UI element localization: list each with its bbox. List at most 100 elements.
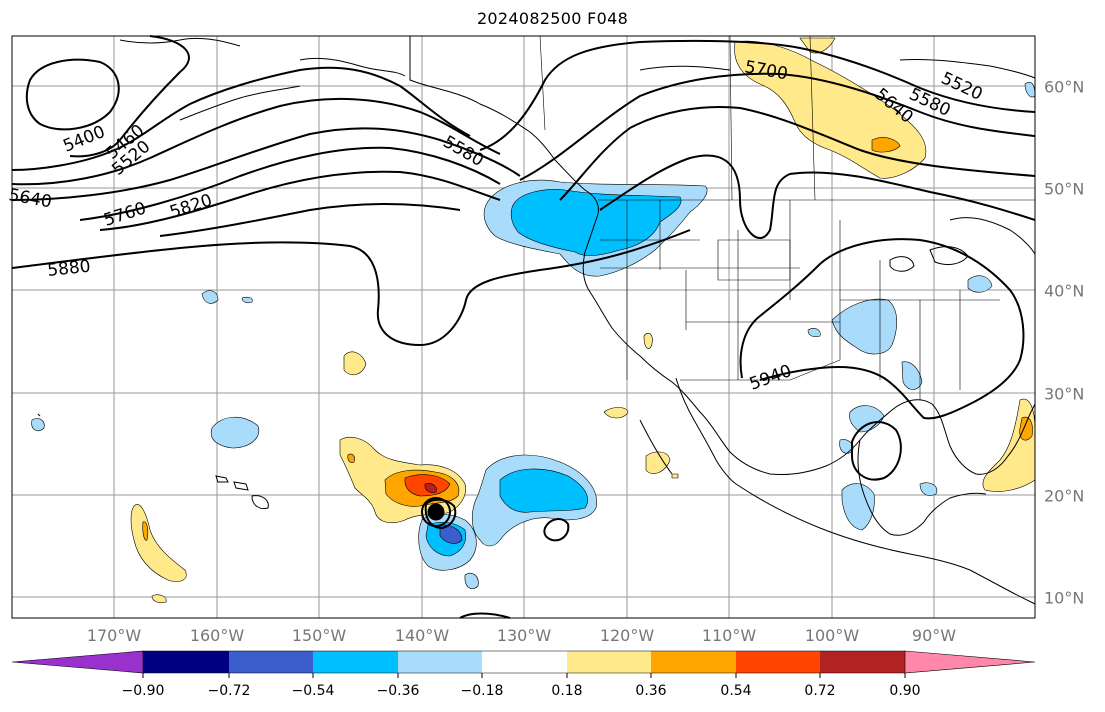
border-line xyxy=(729,35,733,201)
contour-gulf-low xyxy=(851,421,902,481)
lon-label: 110°W xyxy=(701,626,757,645)
contour-5700 xyxy=(79,146,501,221)
negative-anomaly-region xyxy=(510,189,682,256)
coastline xyxy=(299,57,406,77)
lat-label: 50°N xyxy=(1044,179,1085,199)
contour-ridge-2 xyxy=(519,72,1036,181)
negative-anomaly-region xyxy=(919,482,938,496)
coastline xyxy=(857,439,925,536)
contour-5880 xyxy=(11,229,691,347)
lon-label: 170°W xyxy=(86,626,142,645)
colorbar-bin xyxy=(567,651,651,673)
colorbar-tick-label: −0.72 xyxy=(207,683,251,699)
coastline xyxy=(119,37,241,47)
border-line xyxy=(717,239,791,281)
coastline xyxy=(215,475,229,483)
colorbar-bin xyxy=(313,651,398,673)
colorbar-tick-label: 0.18 xyxy=(551,683,583,699)
map-title: 2024082500 F048 xyxy=(476,9,629,28)
colorbar-tick-label: −0.18 xyxy=(460,683,504,699)
border-line xyxy=(740,359,841,381)
colorbar-tick-label: −0.36 xyxy=(376,683,420,699)
positive-anomaly-region xyxy=(343,351,367,376)
lat-label: 30°N xyxy=(1044,384,1085,404)
coastline xyxy=(251,495,269,509)
lon-label: 160°W xyxy=(189,626,245,645)
negative-anomaly-region xyxy=(210,416,260,449)
contour-5400 xyxy=(25,58,120,131)
colorbar-bin xyxy=(736,651,820,673)
positive-anomaly-region xyxy=(151,594,167,604)
negative-anomaly-region xyxy=(31,418,45,432)
lat-label: 20°N xyxy=(1044,486,1085,506)
contour-5460 xyxy=(69,35,190,158)
colorbar-extend-high xyxy=(904,650,1036,674)
colorbar-bin xyxy=(820,651,905,673)
colorbar-extend-low xyxy=(11,650,144,674)
contour-ridge-4 xyxy=(599,154,1036,239)
shaded-anomaly-layer xyxy=(31,37,1036,604)
contour-5520 xyxy=(11,66,471,171)
lat-label: 60°N xyxy=(1044,77,1085,97)
colorbar-tick-label: −0.90 xyxy=(121,683,165,699)
contour-5580 xyxy=(11,97,501,186)
negative-anomaly-region xyxy=(499,468,588,513)
positive-anomaly-region xyxy=(424,483,437,493)
negative-anomaly-region xyxy=(439,524,463,544)
contour-5820 xyxy=(159,203,461,237)
colorbar-bin xyxy=(482,651,567,673)
colorbar xyxy=(11,650,1036,678)
positive-anomaly-region xyxy=(347,453,355,463)
coastline xyxy=(675,377,737,485)
lon-label: 140°W xyxy=(394,626,450,645)
positive-anomaly-region xyxy=(643,332,653,349)
negative-anomaly-region xyxy=(967,275,993,293)
colorbar-tick-label: 0.72 xyxy=(804,683,836,699)
contour-5760 xyxy=(99,170,501,231)
colorbar-tick-label: 0.90 xyxy=(889,683,921,699)
hurricane-center-icon xyxy=(421,497,451,527)
positive-anomaly-region xyxy=(1019,416,1033,441)
colorbar-bin xyxy=(229,651,313,673)
negative-anomaly-region xyxy=(464,572,479,589)
negative-anomaly-region xyxy=(241,296,253,304)
coastline xyxy=(37,413,41,417)
coastline xyxy=(949,217,1036,255)
map-frame xyxy=(11,35,1036,619)
lon-label: 90°W xyxy=(911,626,957,645)
contour-bottom xyxy=(459,612,511,619)
coastline xyxy=(409,36,1036,475)
negative-anomaly-region xyxy=(807,328,821,338)
contour-5940 xyxy=(739,238,1025,420)
negative-anomaly-region xyxy=(831,298,898,355)
positive-anomaly-region xyxy=(671,473,679,479)
colorbar-bin xyxy=(398,651,482,673)
colorbar-tick-label: 0.36 xyxy=(635,683,667,699)
lon-label: 120°W xyxy=(599,626,655,645)
lon-label: 130°W xyxy=(496,626,552,645)
contour-west-ridge xyxy=(479,39,1036,151)
contour-storm-east xyxy=(543,518,570,542)
contour-storm-outer xyxy=(424,498,457,530)
negative-anomaly-region xyxy=(201,290,219,304)
positive-anomaly-region xyxy=(603,407,629,419)
contour-ridge-3 xyxy=(559,105,1036,201)
negative-anomaly-region xyxy=(841,483,875,531)
coastline xyxy=(179,85,301,121)
coastline xyxy=(233,481,249,491)
lat-label: 40°N xyxy=(1044,281,1085,301)
positive-anomaly-region xyxy=(645,451,671,474)
coastline xyxy=(889,256,915,272)
colorbar-bin xyxy=(143,651,229,673)
coastline xyxy=(639,419,673,475)
coastline xyxy=(639,65,731,71)
political-borders xyxy=(539,35,1035,400)
colorbar-bin xyxy=(651,651,736,673)
positive-anomaly-region xyxy=(871,137,901,153)
contour-5640 xyxy=(11,127,521,201)
coastline xyxy=(899,58,1036,79)
coastline xyxy=(735,483,1036,605)
height-contours xyxy=(11,35,1036,619)
lon-label: 100°W xyxy=(804,626,860,645)
